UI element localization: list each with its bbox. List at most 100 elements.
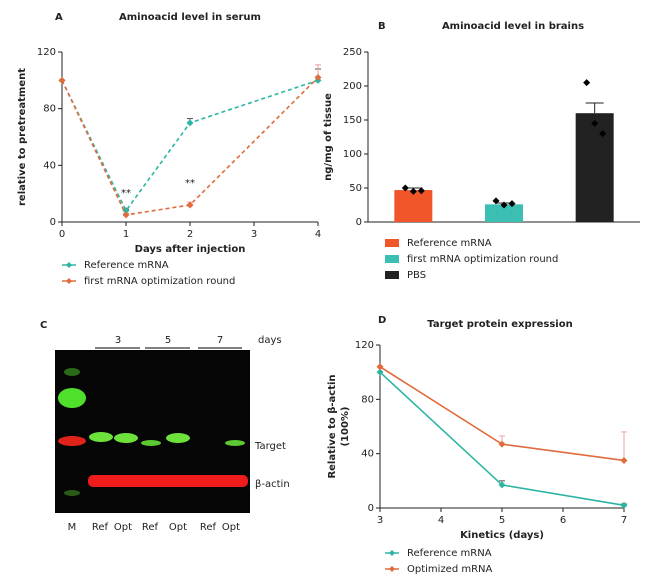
lane-label: Ref	[92, 522, 109, 533]
y-tick-label: 100	[343, 149, 362, 160]
y-tick-label: 250	[343, 47, 362, 58]
y-tick-label: 120	[355, 340, 374, 351]
y-axis-label: (100%)	[340, 406, 351, 446]
lane-label: Ref	[200, 522, 217, 533]
point	[376, 363, 384, 371]
band-label: β-actin	[255, 479, 290, 490]
y-tick-label: 40	[361, 449, 374, 460]
marker-band	[64, 490, 80, 496]
panel-label: D	[378, 315, 386, 326]
lane-label: Ref	[142, 522, 159, 533]
x-tick-label: 4	[315, 229, 321, 240]
data-point	[599, 130, 607, 138]
legend-label: first mRNA optimization round	[407, 254, 558, 265]
legend-swatch	[385, 255, 399, 263]
day-label: 3	[115, 335, 121, 346]
data-point	[591, 119, 599, 127]
legend-swatch	[385, 271, 399, 279]
chart-title: Aminoacid level in serum	[119, 12, 261, 23]
annotation: **	[185, 178, 195, 189]
x-tick-label: 5	[499, 515, 505, 526]
target-band	[141, 440, 161, 446]
bar	[575, 113, 614, 222]
data-point	[401, 184, 409, 192]
x-axis-label: Kinetics (days)	[460, 530, 544, 541]
bar	[485, 204, 523, 222]
day-label: 5	[165, 335, 171, 346]
point	[314, 74, 322, 81]
y-tick-label: 200	[343, 81, 362, 92]
y-tick-label: 150	[343, 115, 362, 126]
legend-marker	[389, 550, 395, 556]
y-tick-label: 0	[368, 503, 374, 514]
legend-marker	[389, 566, 395, 572]
series-line	[61, 76, 319, 216]
panel-label: B	[378, 21, 386, 32]
panel-label: C	[40, 320, 47, 331]
panel-label: A	[55, 12, 63, 23]
x-tick-label: 2	[187, 229, 193, 240]
x-tick-label: 0	[59, 229, 65, 240]
lane-label: Opt	[222, 522, 240, 533]
blot: C 3 5 7 days Target β-actin M Ref Opt Re…	[40, 320, 290, 533]
actin-band	[88, 475, 248, 487]
legend-label: Optimized mRNA	[407, 564, 493, 575]
x-tick-label: 3	[251, 229, 257, 240]
y-axis-label: Relative to β-actin	[327, 374, 338, 478]
y-tick-label: 0	[356, 217, 362, 228]
point	[620, 456, 628, 464]
x-tick-label: 4	[438, 515, 444, 526]
y-tick-label: 50	[349, 183, 362, 194]
y-tick-label: 80	[361, 394, 374, 405]
x-tick-label: 7	[621, 515, 627, 526]
day-label: 7	[217, 335, 223, 346]
marker-band	[58, 388, 86, 408]
data-point	[409, 187, 417, 195]
x-tick-label: 3	[377, 515, 383, 526]
legend-swatch	[385, 239, 399, 247]
data-point	[492, 197, 500, 205]
marker-band	[64, 368, 80, 376]
point	[498, 481, 506, 489]
legend-marker	[66, 278, 72, 284]
legend-label: first mRNA optimization round	[84, 276, 235, 287]
point	[498, 440, 506, 448]
target-band	[166, 433, 190, 443]
point	[122, 207, 130, 215]
data-point	[500, 201, 508, 209]
annotation: **	[121, 188, 131, 199]
y-tick-label: 40	[43, 160, 56, 171]
x-tick-label: 6	[560, 515, 566, 526]
legend-label: Reference mRNA	[407, 238, 492, 249]
point	[122, 211, 130, 219]
data-point	[417, 187, 425, 195]
target-band	[114, 433, 138, 443]
y-axis-label: ng/mg of tissue	[323, 93, 334, 181]
band-label: Target	[254, 441, 286, 452]
y-tick-label: 120	[37, 47, 56, 58]
target-band	[225, 440, 245, 446]
point	[58, 76, 66, 84]
target-band	[89, 432, 113, 442]
point	[620, 501, 628, 509]
lane-label: Opt	[114, 522, 132, 533]
x-axis-label: Days after injection	[135, 244, 246, 255]
lane-label: Opt	[169, 522, 187, 533]
legend-marker	[66, 262, 72, 268]
series-line	[61, 79, 319, 213]
chart-title: Target protein expression	[427, 319, 572, 330]
legend-label: PBS	[407, 270, 426, 281]
data-point	[508, 200, 516, 208]
days-label: days	[258, 335, 282, 346]
lane-label: M	[68, 522, 77, 533]
data-point	[583, 79, 591, 87]
chart-title: Aminoacid level in brains	[442, 21, 584, 32]
x-tick-label: 1	[123, 229, 129, 240]
point	[186, 201, 194, 209]
y-tick-label: 80	[43, 104, 56, 115]
legend-label: Reference mRNA	[84, 260, 169, 271]
marker-band	[58, 436, 86, 446]
point	[186, 119, 194, 127]
bar	[394, 190, 433, 222]
